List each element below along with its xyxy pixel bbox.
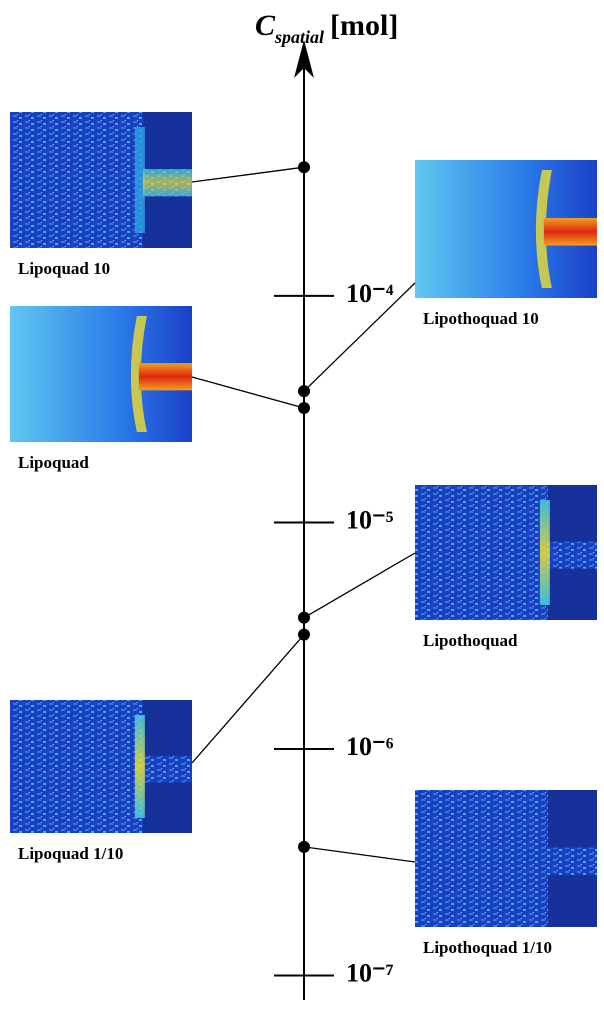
jet — [543, 217, 597, 246]
tick-label: 10⁻⁶ — [346, 732, 394, 761]
data-point — [298, 161, 310, 174]
image-dark — [547, 568, 597, 620]
image-dark — [142, 196, 192, 248]
image-dark — [547, 874, 597, 927]
heatmap-image — [10, 112, 192, 248]
data-point — [298, 628, 310, 641]
image-label: Lipothoquad 1/10 — [423, 938, 552, 957]
image-dark — [142, 112, 192, 170]
connector — [303, 846, 416, 863]
heatmap-image — [10, 700, 192, 833]
hot-zone — [539, 500, 550, 605]
image-dark — [547, 790, 597, 848]
heatmap-image — [415, 160, 597, 298]
image-dark — [547, 485, 597, 542]
heatmap-image — [10, 306, 192, 442]
hot-zone — [134, 715, 145, 818]
hot-zone — [134, 127, 145, 233]
jet — [138, 363, 192, 391]
axis-arrow — [294, 40, 314, 78]
channel — [142, 169, 192, 197]
connector — [191, 634, 305, 764]
axis-title: Cspatial [mol] — [255, 9, 398, 47]
image-label: Lipoquad 10 — [18, 259, 110, 278]
heatmap-image — [415, 485, 597, 620]
tick-label: 10⁻⁷ — [346, 959, 394, 988]
heatmap-image — [415, 790, 597, 927]
data-point — [298, 385, 310, 398]
connector — [303, 552, 416, 619]
tick-label: 10⁻⁴ — [346, 279, 394, 308]
image-dark — [142, 700, 192, 756]
tick-label: 10⁻⁵ — [346, 505, 394, 534]
connector — [303, 282, 416, 392]
data-point — [298, 611, 310, 624]
connector — [191, 376, 305, 409]
image-label: Lipoquad 1/10 — [18, 844, 123, 863]
image-dark — [142, 782, 192, 833]
data-point — [298, 840, 310, 853]
image-label: Lipothoquad — [423, 631, 518, 650]
data-point — [298, 402, 310, 415]
image-label: Lipothoquad 10 — [423, 309, 539, 328]
image-label: Lipoquad — [18, 453, 89, 472]
connector — [191, 166, 305, 183]
